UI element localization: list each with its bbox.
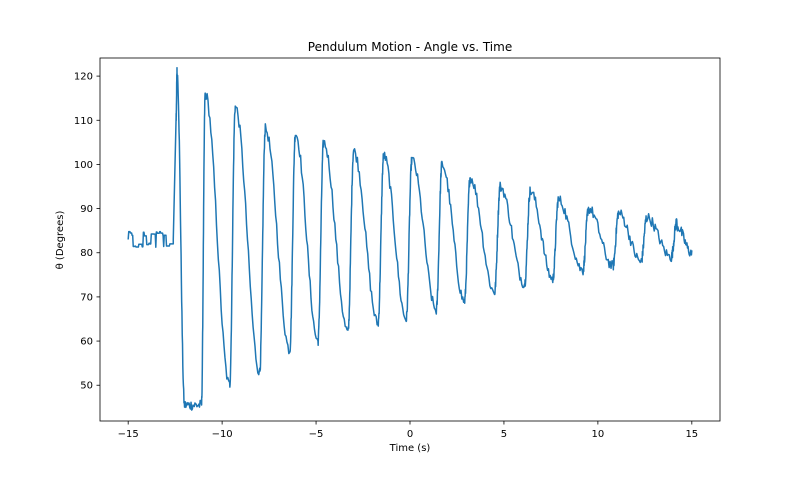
x-tick-label: −5 xyxy=(309,429,324,440)
x-tick-label: 0 xyxy=(407,429,413,440)
chart-title: Pendulum Motion - Angle vs. Time xyxy=(308,40,512,54)
x-tick-label: 10 xyxy=(592,429,605,440)
y-tick-label: 90 xyxy=(80,204,93,215)
x-axis-label: Time (s) xyxy=(389,443,431,454)
y-axis: 50 60 70 80 90 100 110 120 xyxy=(74,72,100,392)
x-tick-label: −10 xyxy=(212,429,233,440)
x-tick-label: 15 xyxy=(685,429,698,440)
y-tick-label: 50 xyxy=(80,381,93,392)
y-tick-label: 100 xyxy=(74,160,93,171)
y-axis-label: θ (Degrees) xyxy=(55,211,66,270)
y-tick-label: 80 xyxy=(80,248,93,259)
series-layer xyxy=(127,67,693,411)
y-tick-label: 120 xyxy=(74,72,93,83)
y-tick-label: 70 xyxy=(80,292,93,303)
y-tick-label: 60 xyxy=(80,337,93,348)
series-line-theta xyxy=(127,67,693,411)
x-tick-label: 5 xyxy=(501,429,507,440)
x-axis: −15 −10 −5 0 5 10 15 xyxy=(118,421,698,440)
x-tick-label: −15 xyxy=(118,429,139,440)
y-tick-label: 110 xyxy=(74,116,93,127)
